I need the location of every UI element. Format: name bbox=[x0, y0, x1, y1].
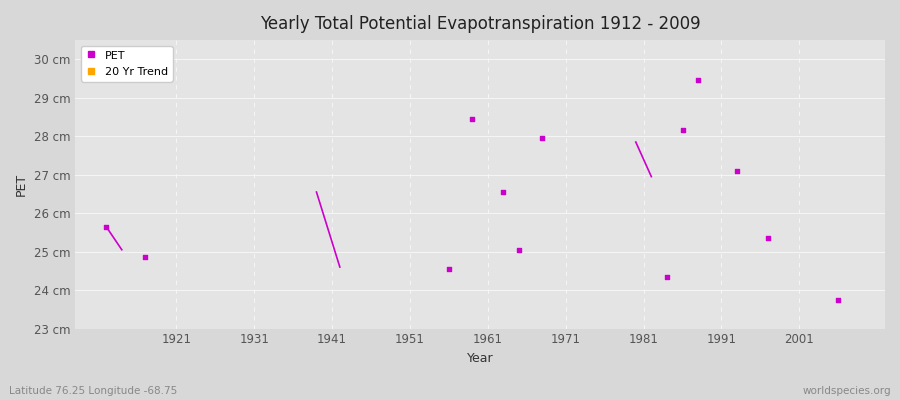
Point bbox=[691, 77, 706, 84]
Point bbox=[512, 246, 526, 253]
Point bbox=[536, 135, 550, 141]
Point bbox=[99, 224, 113, 230]
Text: worldspecies.org: worldspecies.org bbox=[803, 386, 891, 396]
Point bbox=[730, 168, 744, 174]
Title: Yearly Total Potential Evapotranspiration 1912 - 2009: Yearly Total Potential Evapotranspiratio… bbox=[260, 15, 700, 33]
Point bbox=[675, 127, 689, 134]
Point bbox=[831, 296, 845, 303]
Point bbox=[465, 116, 480, 122]
Y-axis label: PET: PET bbox=[15, 173, 28, 196]
Legend: PET, 20 Yr Trend: PET, 20 Yr Trend bbox=[81, 46, 173, 82]
Point bbox=[138, 254, 152, 261]
Point bbox=[660, 274, 674, 280]
X-axis label: Year: Year bbox=[467, 352, 493, 365]
Point bbox=[442, 266, 456, 272]
Point bbox=[496, 189, 510, 195]
Point bbox=[761, 235, 776, 241]
Text: Latitude 76.25 Longitude -68.75: Latitude 76.25 Longitude -68.75 bbox=[9, 386, 177, 396]
